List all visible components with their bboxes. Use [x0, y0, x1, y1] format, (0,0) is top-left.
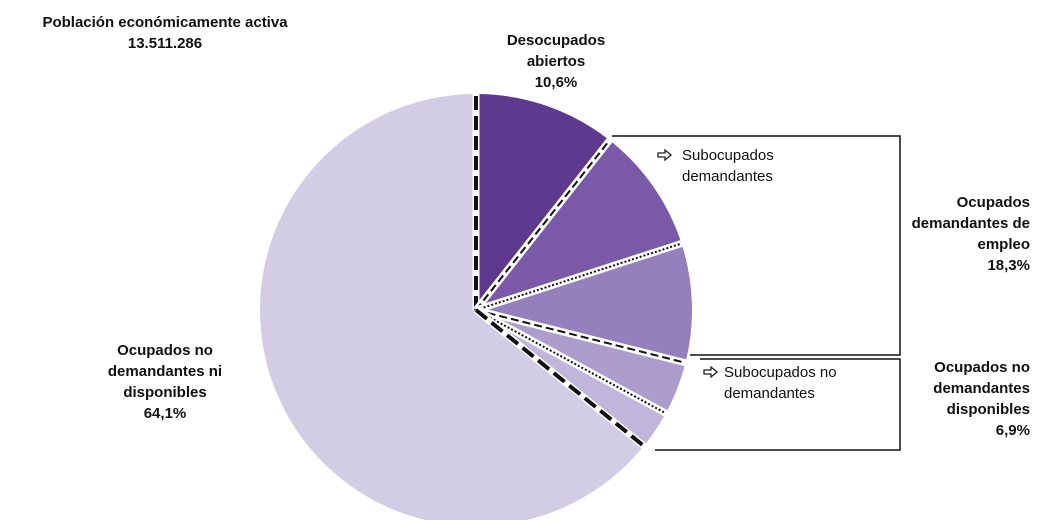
- arrows: [657, 148, 719, 379]
- slice-separator: [475, 309, 667, 415]
- group-value-label: 18,3%: [987, 257, 1030, 274]
- group-name: Ocupados no demandantes disponibles: [933, 359, 1030, 418]
- slice-name: Desocupados abiertos: [506, 32, 606, 70]
- pie-slice: [476, 140, 682, 310]
- pie-slice: [476, 243, 692, 363]
- slice-label: Desocupados abiertos 10,6%: [486, 30, 626, 93]
- slice-label: Subocupados demandantes: [682, 145, 807, 187]
- slice-label: Ocupados no demandantes ni disponibles 6…: [95, 340, 235, 424]
- slice-separator: [474, 308, 646, 448]
- pie-slice: [476, 94, 610, 310]
- pie: [260, 94, 692, 520]
- slice-value-label: 64,1%: [143, 405, 187, 422]
- bracket: [612, 135, 901, 356]
- group-name: Ocupados demandantes de empleo: [911, 194, 1030, 253]
- slice-name: Subocupados no demandantes: [724, 364, 837, 402]
- chart-title: Población económicamente activa: [42, 14, 288, 31]
- slice-label: Subocupados no demandantes: [724, 362, 874, 404]
- group-label: Ocupados demandantes de empleo 18,3%: [905, 192, 1030, 276]
- arrow-icon: [703, 365, 719, 379]
- slice-name: Ocupados no demandantes ni disponibles: [107, 342, 223, 401]
- group-value-label: 6,9%: [995, 422, 1030, 439]
- slice-separator: [473, 138, 613, 313]
- slice-value-label: 10,6%: [534, 74, 578, 91]
- arrow-icon: [657, 148, 673, 162]
- group-label: Ocupados no demandantes disponibles 6,9%: [905, 357, 1030, 441]
- title-block: Población económicamente activa 13.511.2…: [10, 12, 320, 54]
- bracket: [655, 358, 901, 451]
- chart-subtitle: 13.511.286: [127, 35, 203, 52]
- slice-separator: [475, 309, 686, 364]
- slice-separator: [475, 242, 682, 311]
- pie-slice: [260, 94, 644, 520]
- brackets: [612, 135, 901, 451]
- slice-name: Subocupados demandantes: [682, 147, 774, 185]
